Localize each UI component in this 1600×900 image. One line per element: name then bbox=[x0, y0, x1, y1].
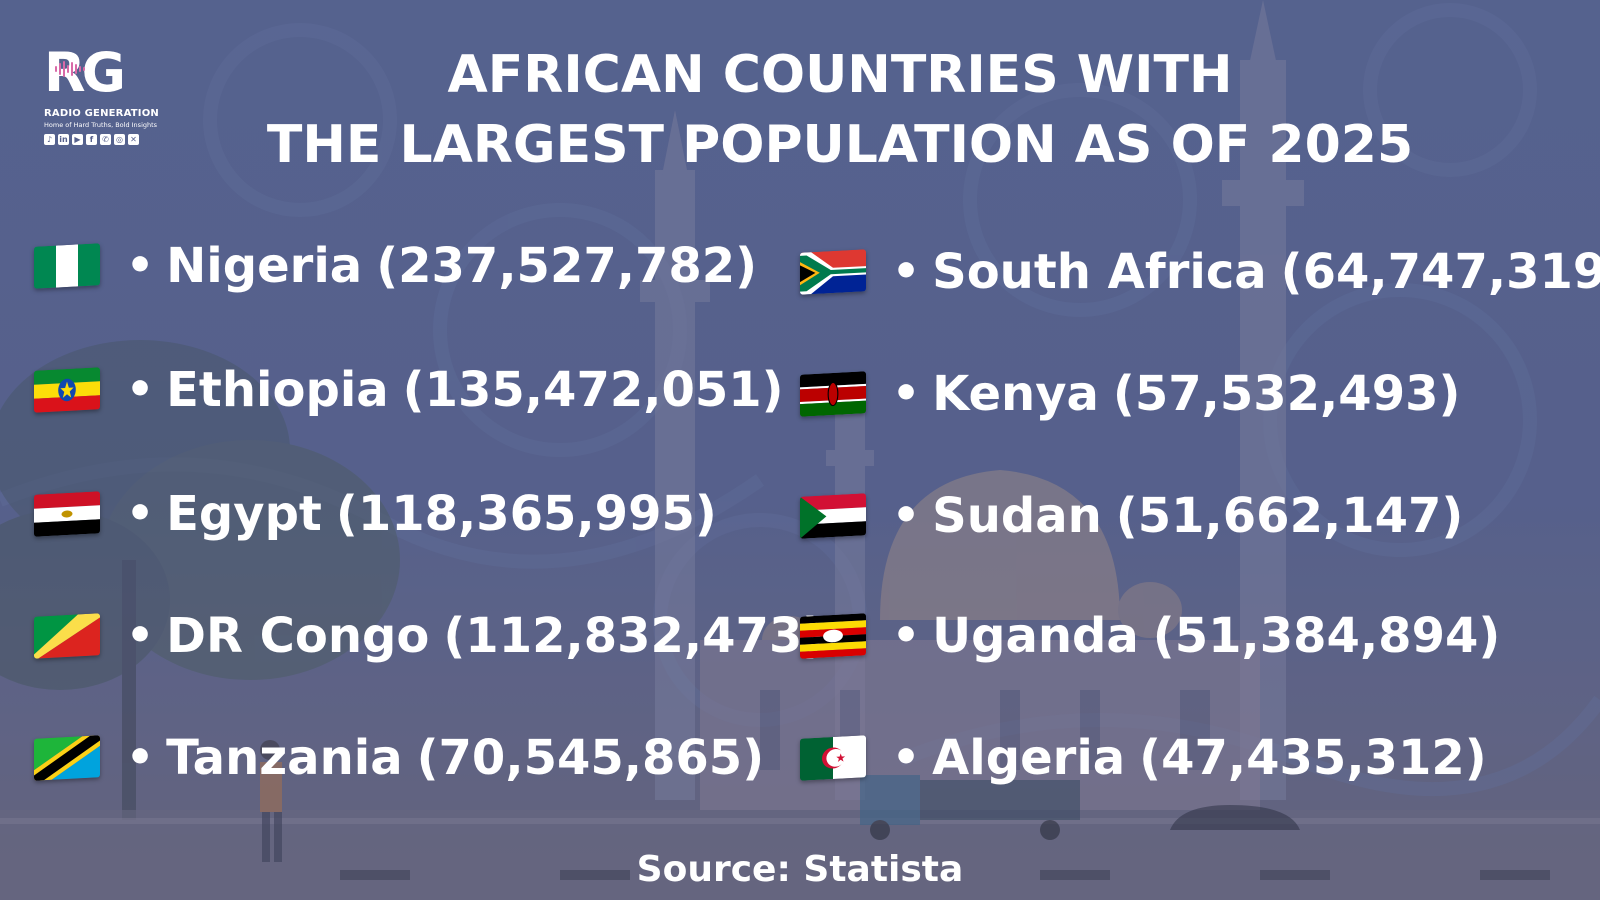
egypt-flag-icon bbox=[34, 491, 100, 537]
youtube-icon[interactable]: ▶ bbox=[72, 134, 83, 145]
country-name: DR Congo bbox=[166, 608, 430, 664]
country-entry-dr-congo: • DR Congo (112,832,473) bbox=[34, 608, 824, 664]
bullet: • bbox=[892, 368, 921, 419]
country-entry-uganda: • Uganda (51,384,894) bbox=[800, 608, 1500, 664]
country-entry-tanzania: • Tanzania (70,545,865) bbox=[34, 730, 764, 786]
logo-brand-name: RADIO GENERATION bbox=[44, 108, 159, 119]
country-population: (51,662,147) bbox=[1115, 488, 1464, 544]
country-population: (70,545,865) bbox=[416, 730, 765, 786]
congo-flag-icon bbox=[34, 613, 100, 659]
social-icons-row: ♪ in ▶ f ✆ ◎ ✕ bbox=[44, 134, 174, 145]
country-entry-egypt: • Egypt (118,365,995) bbox=[34, 486, 717, 542]
country-population: (237,527,782) bbox=[376, 238, 758, 294]
kenya-flag-icon bbox=[800, 371, 866, 417]
x-icon[interactable]: ✕ bbox=[128, 134, 139, 145]
country-name: Egypt bbox=[166, 486, 322, 542]
country-population: (51,384,894) bbox=[1152, 608, 1501, 664]
bullet: • bbox=[892, 246, 921, 297]
country-name: Algeria bbox=[932, 730, 1126, 786]
rg-logo-mark: RG bbox=[44, 46, 174, 100]
country-name: South Africa bbox=[932, 244, 1267, 300]
country-population: (47,435,312) bbox=[1139, 730, 1487, 786]
country-name: Ethiopia bbox=[166, 362, 389, 418]
logo-letter-g: G bbox=[81, 41, 126, 104]
nigeria-flag-icon bbox=[34, 243, 100, 289]
country-population: (112,832,473) bbox=[443, 608, 825, 664]
bullet: • bbox=[126, 732, 155, 783]
bullet: • bbox=[892, 732, 921, 783]
country-entry-algeria: • Algeria (47,435,312) bbox=[800, 730, 1487, 786]
bullet: • bbox=[892, 610, 921, 661]
country-name: Uganda bbox=[932, 608, 1139, 664]
country-entry-sudan: • Sudan (51,662,147) bbox=[800, 488, 1463, 544]
whatsapp-icon[interactable]: ✆ bbox=[100, 134, 111, 145]
title-line-1: AFRICAN COUNTRIES WITH bbox=[447, 45, 1233, 105]
source-credit: Source: Statista bbox=[636, 849, 964, 890]
country-entry-kenya: • Kenya (57,532,493) bbox=[800, 366, 1460, 422]
country-population: (135,472,051) bbox=[402, 362, 784, 418]
radio-generation-logo: RG RADIO GENERATION Home of Hard Truths,… bbox=[44, 46, 174, 145]
ethiopia-flag-icon bbox=[34, 367, 100, 413]
tiktok-icon[interactable]: ♪ bbox=[44, 134, 55, 145]
uganda-flag-icon bbox=[800, 613, 866, 659]
tanzania-flag-icon bbox=[34, 735, 100, 781]
south-africa-flag-icon bbox=[800, 249, 866, 295]
title-line-2: THE LARGEST POPULATION AS OF 2025 bbox=[266, 115, 1414, 175]
country-population: (118,365,995) bbox=[335, 486, 717, 542]
bullet: • bbox=[126, 488, 155, 539]
instagram-icon[interactable]: ◎ bbox=[114, 134, 125, 145]
linkedin-icon[interactable]: in bbox=[58, 134, 69, 145]
country-entry-south-africa: • South Africa (64,747,319) bbox=[800, 244, 1600, 300]
country-name: Tanzania bbox=[166, 730, 403, 786]
country-entry-nigeria: • Nigeria (237,527,782) bbox=[34, 238, 757, 294]
sound-wave-icon bbox=[55, 61, 85, 77]
sudan-flag-icon bbox=[800, 493, 866, 539]
bullet: • bbox=[126, 240, 155, 291]
logo-tagline: Home of Hard Truths, Bold Insights bbox=[44, 121, 158, 129]
bullet: • bbox=[892, 490, 921, 541]
country-name: Nigeria bbox=[166, 238, 363, 294]
country-population: (57,532,493) bbox=[1112, 366, 1461, 422]
algeria-flag-icon bbox=[800, 735, 866, 781]
country-entry-ethiopia: • Ethiopia (135,472,051) bbox=[34, 362, 784, 418]
bullet: • bbox=[126, 610, 155, 661]
bullet: • bbox=[126, 364, 155, 415]
country-name: Kenya bbox=[932, 366, 1099, 422]
page-title: AFRICAN COUNTRIES WITH THE LARGEST POPUL… bbox=[200, 40, 1480, 180]
facebook-icon[interactable]: f bbox=[86, 134, 97, 145]
country-name: Sudan bbox=[932, 488, 1102, 544]
country-population: (64,747,319) bbox=[1280, 244, 1600, 300]
